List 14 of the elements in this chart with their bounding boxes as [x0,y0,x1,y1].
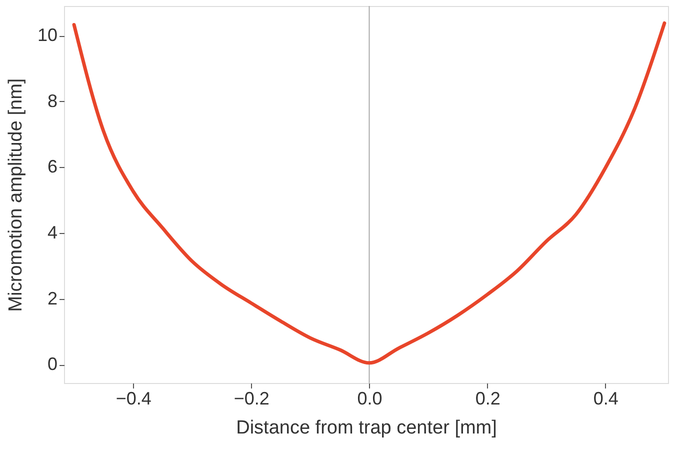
y-tick-label: 10 [37,25,58,46]
y-tick-label: 0 [47,354,58,374]
y-axis-title: Micromotion amplitude [nm] [5,78,26,312]
x-tick-label: −0.4 [116,388,152,408]
x-axis-title: Distance from trap center [mm] [236,418,497,438]
x-tick-label: 0.2 [475,388,500,408]
line-series [72,21,666,365]
x-tick-label: 0.4 [593,388,618,408]
y-tick-label: 2 [47,288,58,308]
y-tick-label: 6 [47,156,58,177]
y-tick-label: 8 [47,90,58,111]
x-tick-label: 0.0 [357,388,382,408]
x-tick-label: −0.2 [234,388,270,408]
y-tick-label: 4 [47,222,58,242]
